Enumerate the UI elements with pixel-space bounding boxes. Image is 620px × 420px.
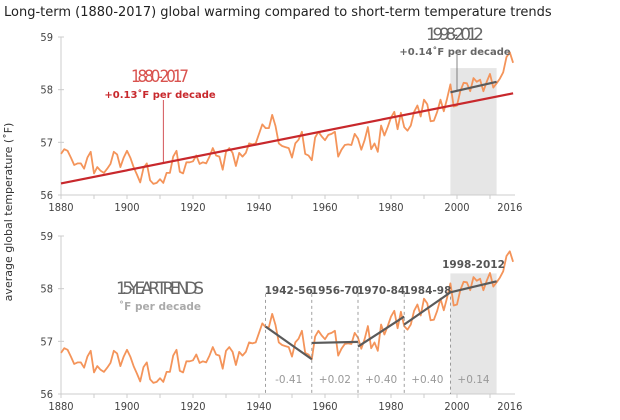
x-tick-label: 1960 <box>312 201 337 214</box>
long-term-trend-line <box>60 92 514 185</box>
x-tick-label: 1940 <box>246 201 271 214</box>
trend-line-1942-56 <box>264 325 313 361</box>
trend-line-1998-2012 <box>450 280 497 294</box>
x-tick-label: 1880 <box>48 201 73 214</box>
trend-rate-label: +0.02 <box>319 374 351 386</box>
temperature-series-line <box>60 51 514 185</box>
long-term-panel: 56 57 58 59 1880 1900 1920 1940 1960 1980 2000 2016… <box>40 25 522 214</box>
trend-period-label: 1998-2012 <box>442 259 505 271</box>
y-axis-label: average global temperature (˚F) <box>2 123 15 302</box>
x-tick-label: 2016 <box>497 400 522 413</box>
x-tick-label: 2016 <box>497 201 522 214</box>
trends-heading: 15-YEAR TRENDS <box>116 279 204 299</box>
y-tick-label: 58 <box>40 283 53 296</box>
y-tick-label: 59 <box>40 31 53 44</box>
trend-period-label: 1984-98 <box>403 285 451 297</box>
y-tick-label: 57 <box>40 335 53 348</box>
trend-line-1970-84 <box>357 315 405 348</box>
trend-rate-label: -0.41 <box>275 374 302 386</box>
x-tick-label: 1900 <box>114 201 139 214</box>
y-tick-label: 56 <box>40 388 53 401</box>
short-trend-rate-label: +0.14˚F per decade <box>399 46 510 58</box>
shaded-period-1998-2012 <box>450 68 497 195</box>
trend-rate-label: +0.14 <box>457 374 489 386</box>
trend-line-1984-98 <box>403 291 452 326</box>
long-trend-rate-label: +0.13˚F per decade <box>104 89 215 101</box>
trend-rate-label: +0.40 <box>411 374 443 386</box>
x-tick-label: 1980 <box>378 201 403 214</box>
y-tick-label: 59 <box>40 230 53 243</box>
x-tick-label: 2000 <box>444 400 469 413</box>
trend-period-label: 1942-56 <box>265 285 313 297</box>
x-tick-label: 1920 <box>180 201 205 214</box>
y-tick-label: 56 <box>40 189 53 202</box>
trends-subheading: ˚F per decade <box>119 301 201 313</box>
x-tick-label: 1880 <box>48 400 73 413</box>
short-trend-period-label: 1998-2012 <box>426 25 484 45</box>
x-tick-label: 1960 <box>312 400 337 413</box>
shaded-period-1998-2012 <box>450 273 497 394</box>
y-tick-label: 57 <box>40 136 53 149</box>
long-trend-period-label: 1880-2017 <box>131 67 189 87</box>
x-tick-label: 2000 <box>444 201 469 214</box>
fifteen-year-trends-panel: 56 57 58 59 1880 1900 1920 1940 1960 1980 2000 2016… <box>40 230 522 413</box>
trend-rate-label: +0.40 <box>365 374 397 386</box>
x-tick-label: 1940 <box>246 400 271 413</box>
y-tick-label: 58 <box>40 84 53 97</box>
trend-period-label: 1956-70 <box>311 285 359 297</box>
short-term-trend-line <box>450 80 497 94</box>
x-tick-label: 1920 <box>180 400 205 413</box>
temperature-series-line <box>60 250 514 384</box>
x-tick-label: 1900 <box>114 400 139 413</box>
x-tick-label: 1980 <box>378 400 403 413</box>
trend-period-label: 1970-84 <box>357 285 405 297</box>
trend-line-1956-70 <box>311 340 359 345</box>
chart-title: Long-term (1880-2017) global warming com… <box>4 5 552 20</box>
